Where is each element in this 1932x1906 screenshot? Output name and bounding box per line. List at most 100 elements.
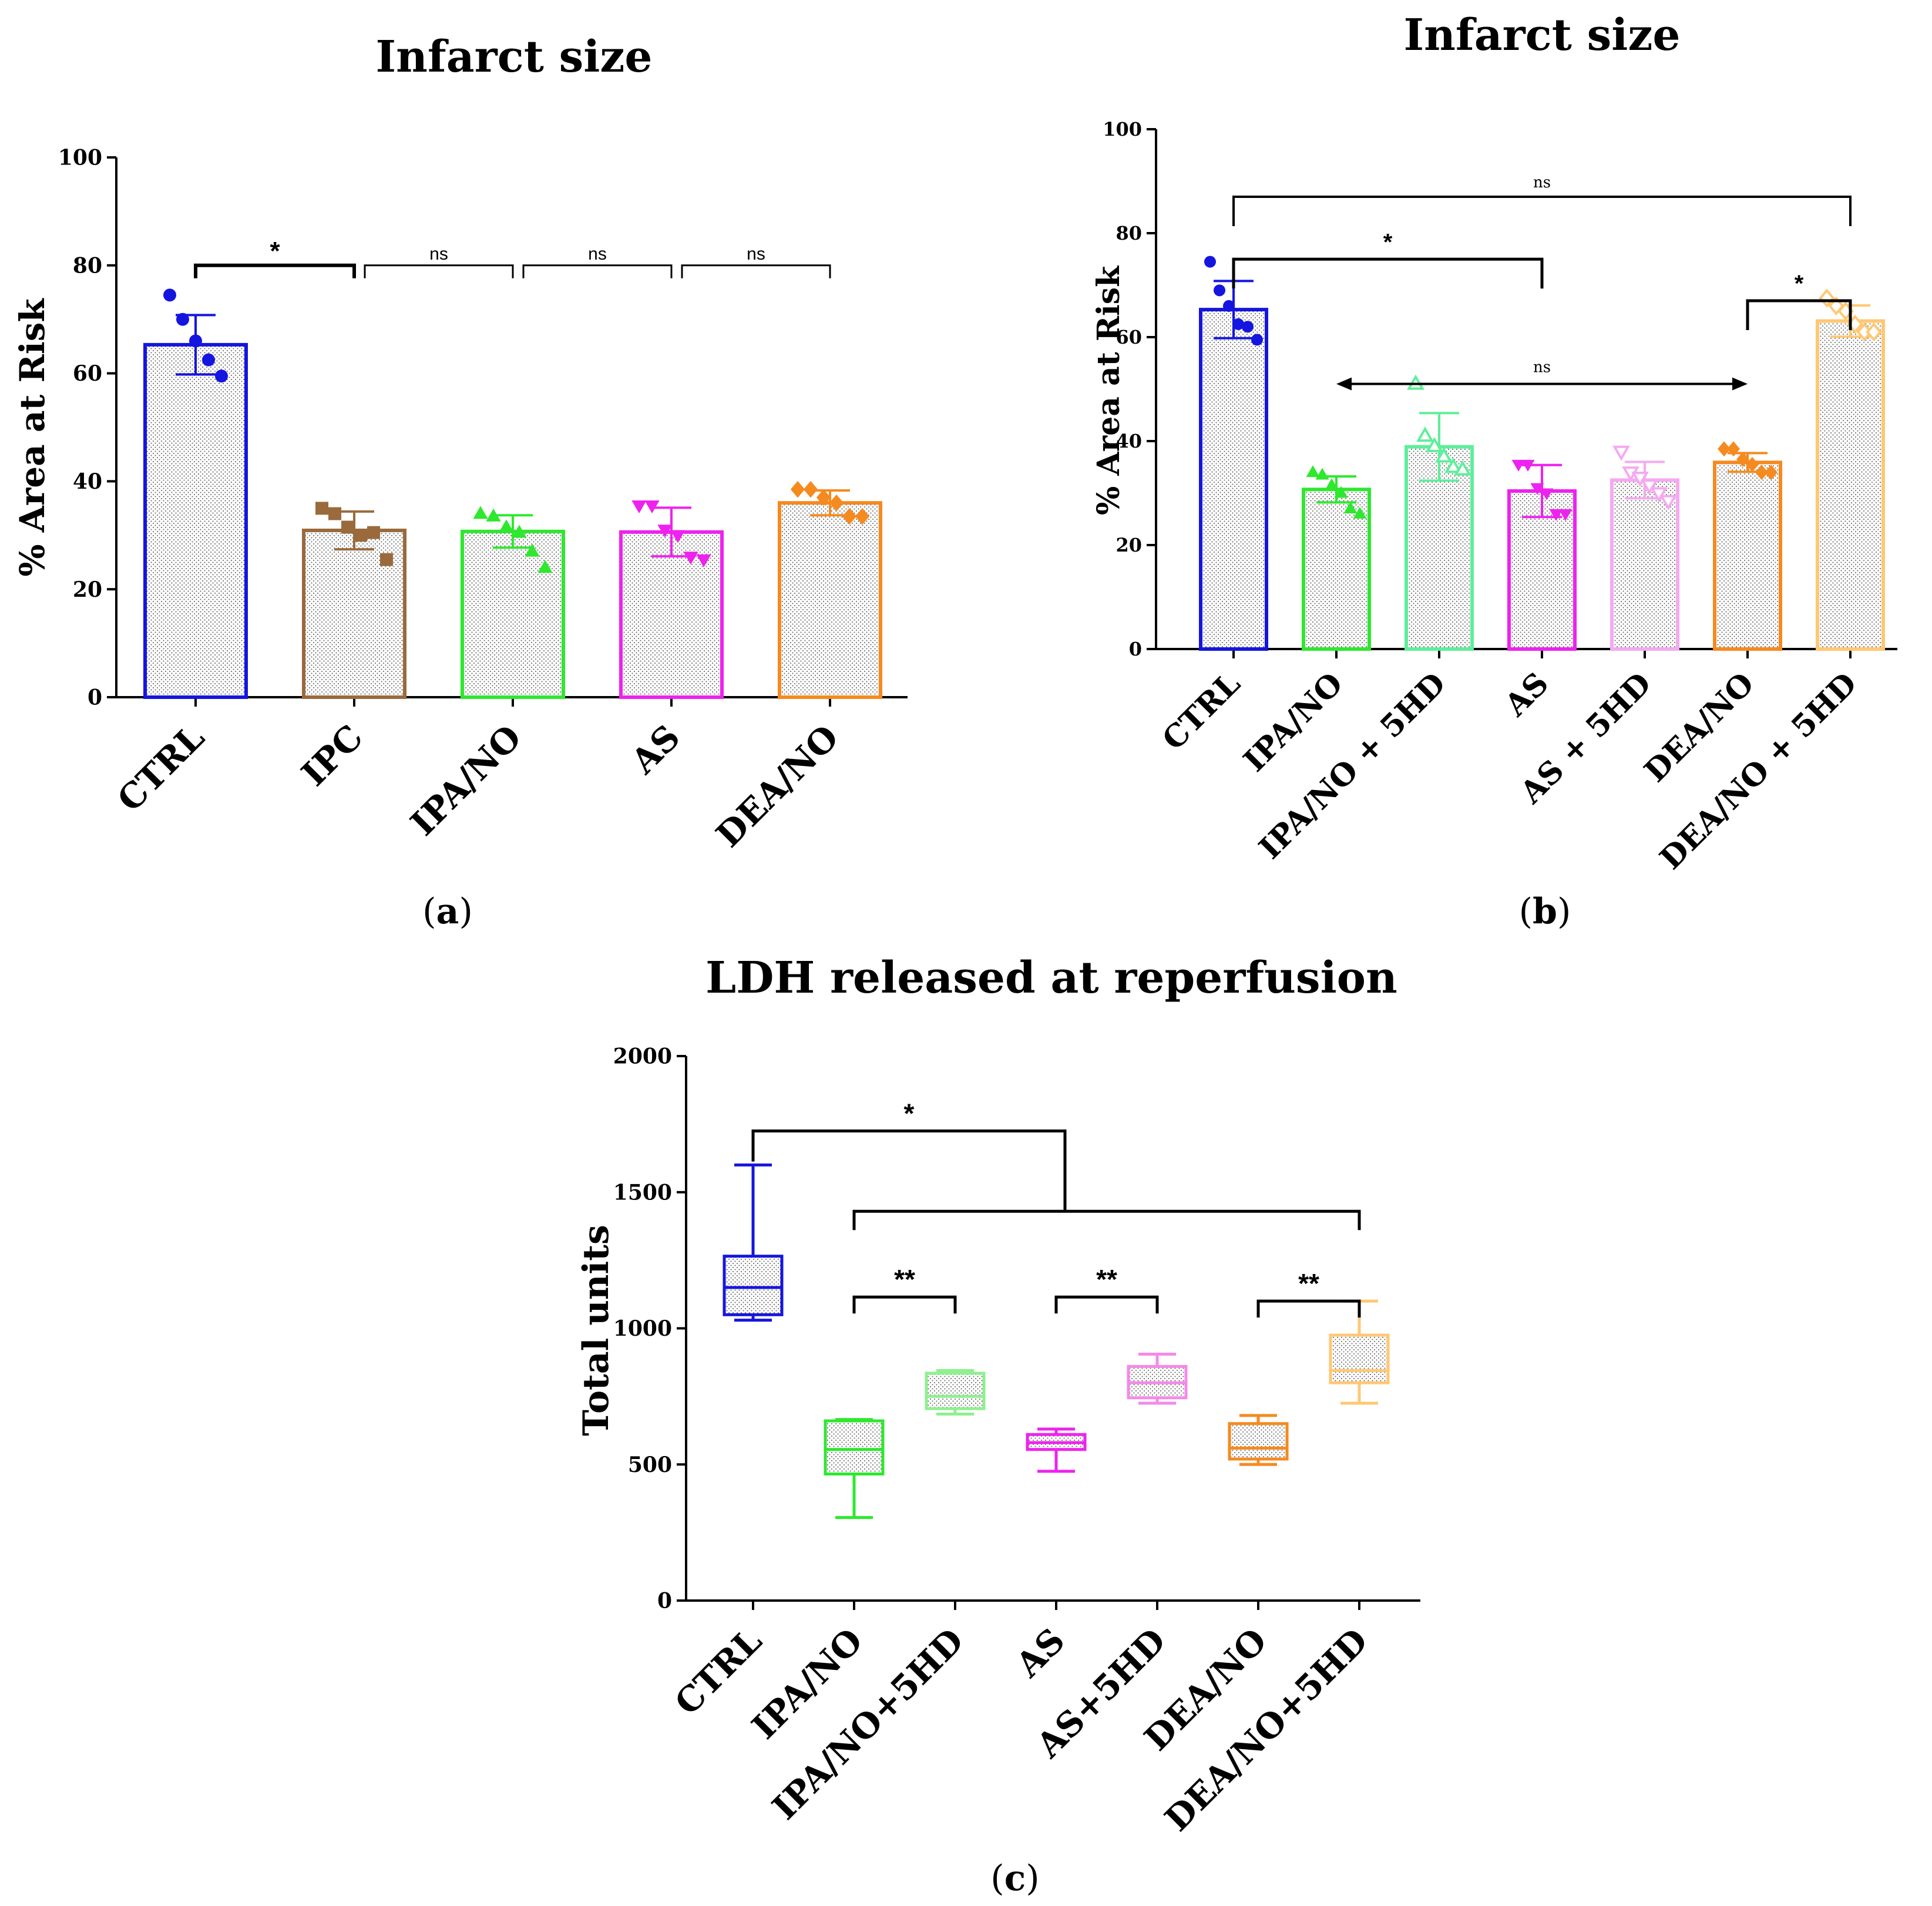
panel-b-point-3-0 [1511,459,1526,472]
panel-b-point-1-5 [1353,506,1367,519]
panel-a-point-0-4 [215,369,228,383]
panel-a-point-3-5 [696,554,711,567]
panel-a-ytick-label-3: 60 [73,361,102,386]
panel-c-sig-label-0: ** [894,1264,915,1295]
panel-c-category-label-0: CTRL [667,1621,770,1723]
panel-b-point-4-4 [1650,487,1668,503]
panel-a-letter: a [436,891,459,932]
panel-a-point-1-5 [380,553,393,566]
panel-a-point-4-3 [829,494,844,512]
panel-b-point-1-3 [1334,486,1348,498]
panel-c-box-2 [925,1371,986,1410]
panel-a-ytick-label-1: 20 [73,577,102,602]
panel-b-letter: b [1533,891,1557,932]
panel-b-point-0-0 [1204,256,1216,268]
panel-a-point-3-0 [631,500,647,513]
panel-a-sig-label-0: * [270,237,280,265]
panel-b-ylabel: % Area at Risk [1091,265,1127,515]
panel-a-point-4-1 [803,480,818,498]
panel-c-box-0 [723,1255,784,1316]
panel-c-group-bracket-top [751,1129,1067,1212]
panel-c-label: (c) [990,1858,1039,1899]
panel-a-sig-bracket-2 [522,264,673,278]
panel-a-sig-bracket-3 [681,264,831,278]
panel-c-ytick-label-2: 1000 [613,1316,672,1341]
panel-b-point-6-5 [1866,322,1882,342]
panel-c-ytick-label-0: 0 [657,1589,672,1613]
panel-a-ytick-label-5: 100 [58,146,102,170]
panel-c-box-6 [1329,1333,1390,1384]
panel-b-label: (b) [1519,891,1571,932]
panel-b-category-label-6: DEA/NO + 5HD [1653,665,1864,876]
panel-a-point-3-1 [644,500,660,513]
panel-b-sig-label-1: * [1383,229,1393,255]
panel-b-point-5-5 [1765,465,1778,480]
panel-b-point-5-1 [1727,441,1740,457]
panel-a-category-label-2: IPA/NO [403,717,529,843]
panel-a-point-1-4 [367,526,380,539]
panel-b-point-2-2 [1426,436,1443,452]
panel-a-point-4-0 [790,480,805,498]
panel-b-arrow-head-left [1336,377,1352,391]
panel-a-point-2-5 [537,560,553,573]
panel-b-point-3-3 [1540,488,1554,500]
panel-b-arrow-head-right [1732,377,1748,391]
panel-a: Infarct size % Area at Risk 0 20 40 60 80 100… [12,32,908,932]
panel-b-ytick-label-4: 80 [1115,222,1142,244]
panel-a-point-3-4 [683,552,698,565]
panel-c-sig-bracket-2 [1256,1299,1361,1318]
panel-a-sig-label-1: ns [429,244,448,264]
panel-b-point-1-2 [1325,478,1339,490]
panel-b-point-5-4 [1755,465,1768,480]
panel-b-sig-bracket-1 [1232,257,1544,289]
panel-a-point-2-4 [525,543,540,557]
panel-c-group-bracket-bottom [852,1209,1361,1231]
panel-b-point-1-4 [1343,502,1358,514]
panel-a-point-1-2 [341,520,354,534]
panel-b-point-2-3 [1435,447,1453,463]
panel-b-point-4-5 [1659,495,1677,510]
panel-a-point-3-2 [657,525,673,538]
panel-a-point-0-1 [176,312,189,326]
panel-c-sig-bracket-1 [1054,1295,1159,1314]
panel-a-label: (a) [422,891,473,932]
panel-b-bar-6 [1816,319,1885,651]
panel-b-bar-0 [1199,308,1268,651]
panel-b-category-label-0: CTRL [1155,665,1247,757]
panel-b-point-5-3 [1746,456,1759,472]
panel-b-ytick-label-1: 20 [1115,534,1142,556]
panel-b-point-4-0 [1612,445,1630,461]
panel-b-point-2-5 [1454,460,1471,476]
panel-c-group-sig-label: * [904,1098,915,1128]
panel-b-point-1-1 [1315,468,1329,480]
panel-b-point-5-2 [1736,451,1749,467]
panel-a-point-1-1 [328,507,341,520]
panel-c-ylabel: Total units [576,1225,617,1436]
panel-c-ytick-label-4: 2000 [613,1044,672,1069]
panel-a-sig-label-3: ns [747,244,765,264]
panel-a-point-0-3 [202,353,215,367]
panel-b-ytick-label-0: 0 [1129,638,1142,660]
panel-a-point-4-2 [816,489,831,506]
panel-a-point-3-3 [670,530,686,543]
panel-a-sig-label-2: ns [588,244,607,264]
panel-a-ytick-label-4: 80 [73,253,102,278]
panel-c-sig-label-1: ** [1096,1264,1117,1295]
panel-c-letter: c [1004,1858,1026,1899]
panel-a-ytick-label-0: 0 [88,685,102,710]
panel-b-ytick-label-3: 60 [1115,326,1142,348]
panel-a-category-label-4: DEA/NO [708,717,846,855]
panel-b-point-2-1 [1416,426,1434,442]
panel-a-bar-0 [143,342,248,699]
panel-b-point-1-0 [1306,465,1320,478]
panel-a-category-label-0: CTRL [110,717,212,819]
panel-b-point-4-2 [1631,471,1649,487]
panel-c-ytick-label-3: 1500 [613,1180,672,1205]
panel-c-category-label-3: AS [1008,1621,1073,1685]
panel-b-point-4-3 [1641,479,1658,495]
panel-c-box-1 [824,1419,885,1475]
panel-a-ytick-label-2: 40 [73,469,102,494]
